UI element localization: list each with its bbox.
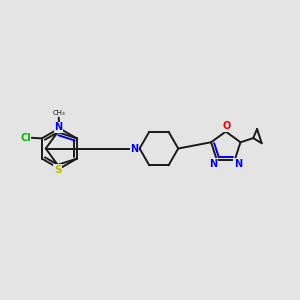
Text: CH₃: CH₃ (52, 110, 65, 116)
Text: N: N (130, 143, 139, 154)
Text: N: N (55, 122, 63, 132)
Text: S: S (54, 165, 62, 175)
Text: O: O (222, 121, 230, 131)
Text: N: N (209, 159, 217, 169)
Text: Cl: Cl (20, 133, 31, 143)
Text: N: N (234, 159, 242, 169)
